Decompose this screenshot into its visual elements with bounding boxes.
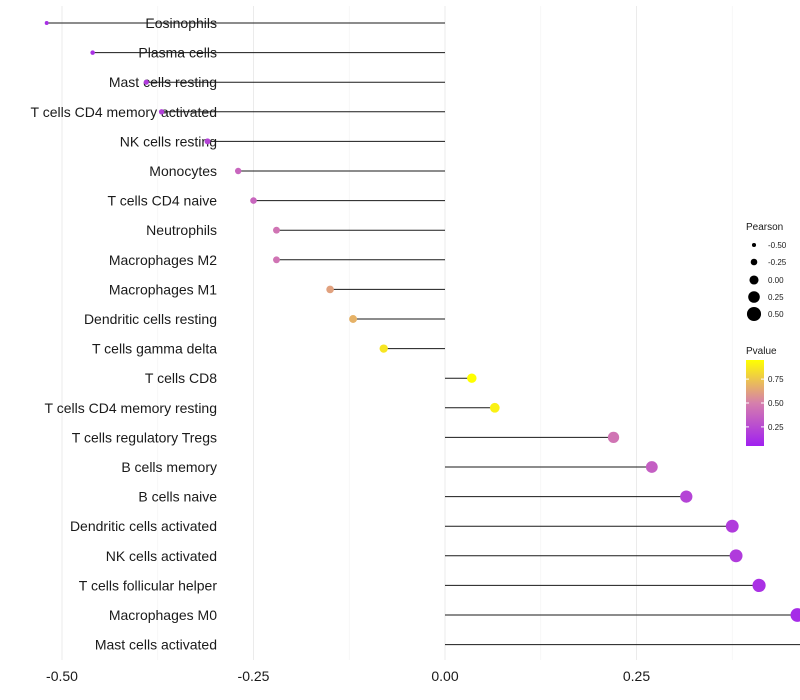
data-point xyxy=(273,226,280,234)
data-point xyxy=(790,608,800,622)
legend-size-key xyxy=(750,258,758,266)
category-label: T cells CD4 naive xyxy=(108,193,218,209)
legend-colorbar-label: 0.75 xyxy=(768,375,784,384)
legend-size-label: 0.50 xyxy=(768,310,784,319)
data-point xyxy=(680,490,693,503)
legend-size-label: -0.25 xyxy=(768,258,787,267)
category-label: Macrophages M1 xyxy=(109,281,217,297)
category-label: Dendritic cells resting xyxy=(84,311,217,327)
category-label: T cells regulatory Tregs xyxy=(72,429,217,445)
legend-colorbar xyxy=(746,360,764,446)
category-label: B cells naive xyxy=(138,489,217,505)
data-point xyxy=(729,549,743,563)
category-label: T cells gamma delta xyxy=(92,341,217,357)
legend-size-key xyxy=(749,275,759,285)
data-point xyxy=(90,50,95,55)
category-label: T cells CD4 memory resting xyxy=(45,400,217,416)
data-point xyxy=(273,256,280,264)
data-point xyxy=(645,461,658,473)
data-point xyxy=(44,21,49,25)
data-point xyxy=(467,373,477,383)
legend-colorbar-label: 0.25 xyxy=(768,423,784,432)
category-label: T cells CD8 xyxy=(145,370,217,386)
x-tick-label: -0.50 xyxy=(46,668,78,684)
data-point xyxy=(250,197,257,204)
data-point xyxy=(204,138,211,145)
category-label: T cells follicular helper xyxy=(79,577,218,593)
legend-colorbar-label: 0.50 xyxy=(768,399,784,408)
category-label: Macrophages M0 xyxy=(109,607,217,623)
category-label: NK cells resting xyxy=(120,133,217,149)
category-label: Monocytes xyxy=(149,163,217,179)
legend-size-key xyxy=(746,306,762,322)
x-tick-label: 0.25 xyxy=(623,668,650,684)
data-point xyxy=(752,578,766,593)
category-label: Dendritic cells activated xyxy=(70,518,217,534)
legend-size-label: 0.00 xyxy=(768,276,784,285)
legend-size-key xyxy=(748,291,760,303)
data-point xyxy=(234,167,242,175)
category-label: NK cells activated xyxy=(106,548,217,564)
data-point xyxy=(158,109,165,115)
legend-title-pvalue: Pvalue xyxy=(746,346,777,357)
x-tick-label: 0.00 xyxy=(431,668,458,684)
data-point xyxy=(607,431,620,444)
data-point xyxy=(725,519,739,533)
legend-title-pearson: Pearson xyxy=(746,222,783,233)
category-label: Macrophages M2 xyxy=(109,252,217,268)
data-point xyxy=(143,79,149,85)
legend-size-key xyxy=(751,242,757,248)
data-point xyxy=(349,315,358,323)
legend-size-label: -0.50 xyxy=(768,241,787,250)
legend-size-label: 0.25 xyxy=(768,293,784,302)
category-label: Neutrophils xyxy=(146,222,217,238)
category-label: Mast cells activated xyxy=(95,637,217,653)
data-point xyxy=(326,285,334,294)
category-label: B cells memory xyxy=(121,459,217,475)
x-tick-label: -0.25 xyxy=(238,668,270,684)
data-point xyxy=(379,344,388,353)
data-point xyxy=(489,402,500,413)
category-label: T cells CD4 memory activated xyxy=(31,104,217,120)
